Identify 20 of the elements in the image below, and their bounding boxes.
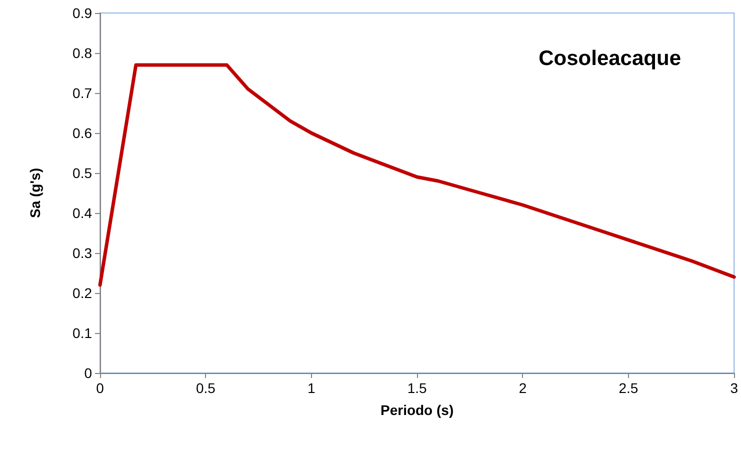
y-tick-label: 0.6 (72, 125, 92, 141)
x-tick-label: 2.5 (618, 380, 638, 396)
x-tick-label: 1 (307, 380, 316, 396)
x-tick-label: 2 (518, 380, 527, 396)
y-tick-label: 0.8 (72, 45, 92, 61)
annotation: Cosoleacaque (538, 47, 682, 70)
y-tick-label: 0.5 (72, 165, 92, 181)
x-axis-title: Periodo (s) (380, 402, 454, 418)
y-tick-label: 0 (84, 365, 92, 381)
y-tick-label: 0.2 (72, 285, 92, 301)
y-tick-label: 0.3 (72, 245, 92, 261)
y-axis-title: Sa (g's) (27, 168, 43, 218)
x-tick-label: 1.5 (407, 380, 427, 396)
y-tick-label: 0.9 (72, 5, 92, 21)
x-tick-label: 0.5 (196, 380, 216, 396)
x-tick-label: 0 (96, 380, 104, 396)
x-tick-label: 3 (730, 380, 738, 396)
y-tick-label: 0.4 (72, 205, 92, 221)
y-tick-label: 0.1 (72, 325, 92, 341)
y-tick-label: 0.7 (72, 85, 92, 101)
